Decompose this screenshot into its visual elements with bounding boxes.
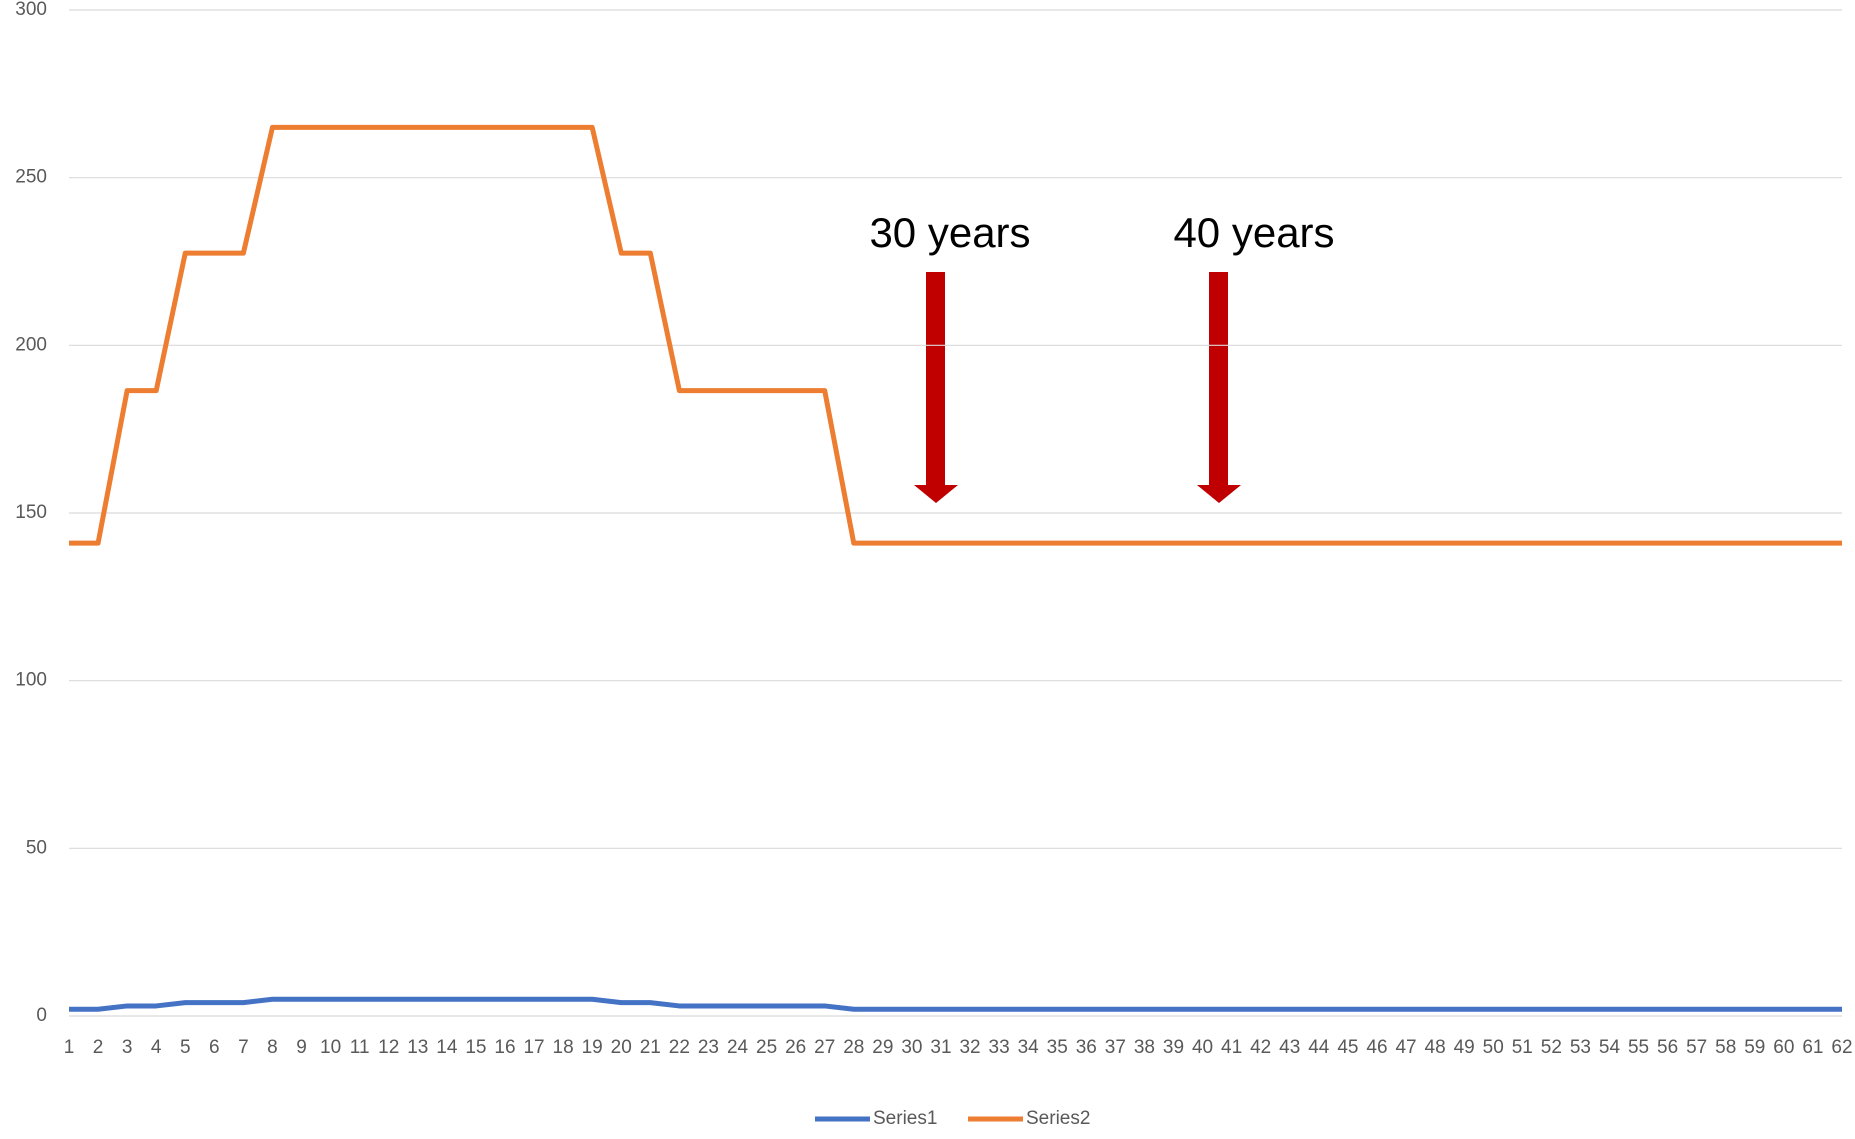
annotation: 40 years [1173, 209, 1334, 256]
x-tick-label: 37 [1105, 1037, 1126, 1058]
x-tick-label: 28 [843, 1037, 864, 1058]
x-tick-label: 3 [122, 1037, 133, 1058]
x-tick-label: 29 [872, 1037, 893, 1058]
x-tick-label: 57 [1686, 1037, 1707, 1058]
x-tick-label: 5 [180, 1037, 191, 1058]
x-tick-label: 47 [1395, 1037, 1416, 1058]
x-tick-label: 17 [523, 1037, 544, 1058]
x-tick-label: 45 [1337, 1037, 1358, 1058]
y-tick-label: 100 [15, 670, 47, 691]
x-tick-label: 43 [1279, 1037, 1300, 1058]
x-tick-label: 4 [151, 1037, 162, 1058]
x-tick-label: 50 [1483, 1037, 1504, 1058]
x-tick-label: 1 [64, 1037, 75, 1058]
x-tick-label: 22 [669, 1037, 690, 1058]
x-tick-label: 54 [1599, 1037, 1621, 1058]
x-tick-label: 15 [465, 1037, 486, 1058]
x-tick-label: 36 [1076, 1037, 1097, 1058]
x-tick-label: 26 [785, 1037, 806, 1058]
annotation-arrows [914, 272, 1241, 503]
x-tick-label: 42 [1250, 1037, 1271, 1058]
x-tick-label: 49 [1454, 1037, 1475, 1058]
x-tick-label: 51 [1512, 1037, 1533, 1058]
legend-label: Series1 [873, 1108, 937, 1129]
x-tick-label: 30 [901, 1037, 922, 1058]
x-tick-label: 48 [1425, 1037, 1446, 1058]
x-tick-label: 32 [959, 1037, 980, 1058]
x-tick-label: 19 [582, 1037, 603, 1058]
x-tick-label: 60 [1773, 1037, 1794, 1058]
legend-label: Series2 [1026, 1108, 1090, 1129]
x-tick-label: 8 [267, 1037, 278, 1058]
x-tick-label: 7 [238, 1037, 249, 1058]
x-tick-label: 14 [436, 1037, 458, 1058]
x-tick-label: 44 [1308, 1037, 1330, 1058]
x-tick-label: 23 [698, 1037, 719, 1058]
x-tick-label: 53 [1570, 1037, 1591, 1058]
x-tick-label: 10 [320, 1037, 341, 1058]
annotation: 30 years [869, 209, 1030, 256]
x-tick-label: 24 [727, 1037, 749, 1058]
x-tick-label: 11 [350, 1037, 370, 1058]
x-tick-label: 40 [1192, 1037, 1213, 1058]
x-tick-label: 56 [1657, 1037, 1678, 1058]
x-tick-label: 34 [1018, 1037, 1040, 1058]
x-tick-label: 13 [407, 1037, 428, 1058]
series-line [69, 124, 1842, 546]
series-line [69, 996, 1842, 1012]
x-tick-label: 58 [1715, 1037, 1736, 1058]
y-tick-label: 300 [15, 0, 47, 20]
x-tick-label: 39 [1163, 1037, 1184, 1058]
x-tick-label: 21 [640, 1037, 661, 1058]
x-tick-label: 33 [989, 1037, 1010, 1058]
x-tick-label: 16 [494, 1037, 515, 1058]
y-tick-label: 50 [26, 837, 47, 858]
y-tick-label: 250 [15, 167, 47, 188]
x-tick-label: 27 [814, 1037, 835, 1058]
x-tick-label: 52 [1541, 1037, 1562, 1058]
x-tick-label: 6 [209, 1037, 220, 1058]
x-tick-label: 2 [93, 1037, 104, 1058]
y-tick-label: 200 [15, 334, 47, 355]
x-tick-label: 25 [756, 1037, 777, 1058]
x-tick-label: 46 [1366, 1037, 1387, 1058]
x-tick-label: 9 [296, 1037, 307, 1058]
x-tick-label: 35 [1047, 1037, 1068, 1058]
x-tick-label: 62 [1831, 1037, 1852, 1058]
x-tick-label: 20 [611, 1037, 632, 1058]
y-tick-label: 0 [36, 1005, 47, 1026]
x-tick-label: 38 [1134, 1037, 1155, 1058]
x-tick-label: 41 [1221, 1037, 1242, 1058]
x-tick-label: 59 [1744, 1037, 1765, 1058]
y-tick-label: 150 [15, 502, 47, 523]
x-tick-label: 18 [553, 1037, 574, 1058]
arrow [914, 272, 958, 503]
x-tick-label: 12 [378, 1037, 399, 1058]
x-tick-label: 55 [1628, 1037, 1649, 1058]
x-tick-label: 61 [1802, 1037, 1823, 1058]
arrow [1197, 272, 1241, 503]
x-tick-label: 31 [930, 1037, 951, 1058]
